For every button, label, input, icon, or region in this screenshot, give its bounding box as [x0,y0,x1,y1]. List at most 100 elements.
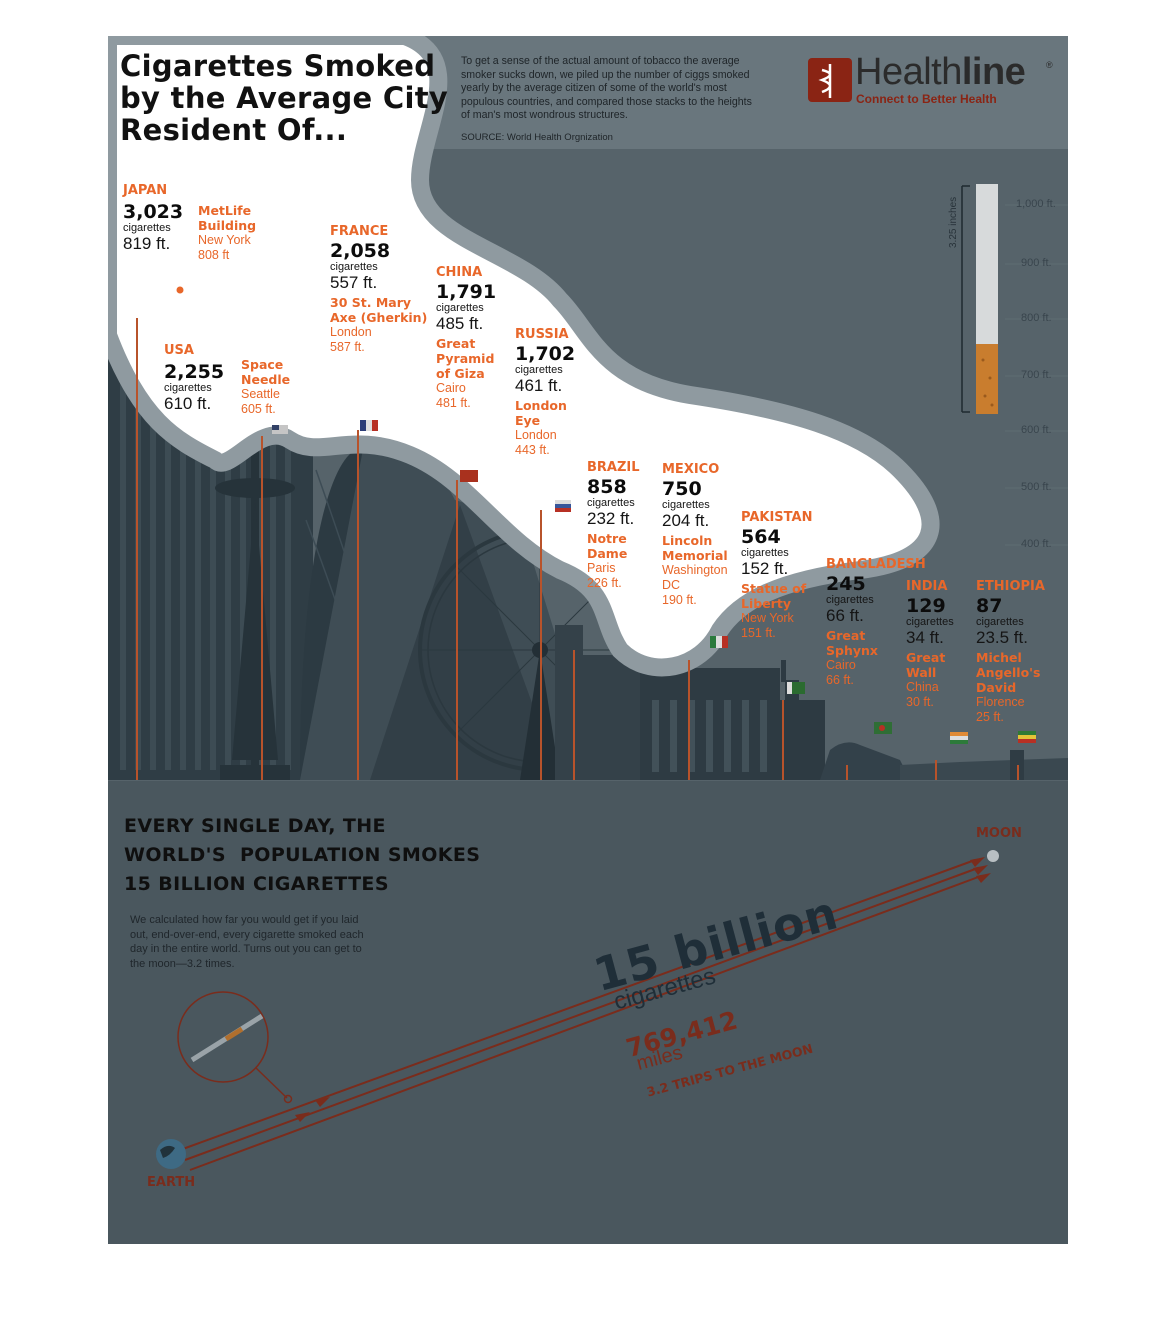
landmark-location: London [515,428,557,442]
cigarette-count: 245 [826,573,866,595]
intro-text: To get a sense of the actual amount of t… [461,55,791,123]
landmark-height: 226 ft. [587,576,622,590]
intro-line: yearly by the average citizen of some of… [461,82,727,94]
landmark-height: 25 ft. [976,710,1004,724]
landmark-name: Statue of [741,581,807,596]
landmark-height: 605 ft. [241,402,276,416]
landmark-name: of Giza [436,366,485,381]
landmark-height: 66 ft. [826,673,854,687]
body-line: out, end-over-end, every cigarette smoke… [130,928,364,941]
stack-height: 557 ft. [330,273,378,292]
registered-mark: ® [1046,60,1053,70]
moon-label: MOON [976,826,1022,841]
great-wall [900,758,1068,780]
intro-line: of man's most wondrous structures. [461,109,628,121]
cigarette-count: 564 [741,526,781,548]
landmark-name: Memorial [662,548,728,563]
country-japan: JAPAN 3,023 cigarettes 819 ft. [123,183,183,254]
healthline-logo[interactable]: Healthline [855,51,1026,93]
sphynx [820,742,910,780]
statue-of-liberty [770,660,825,780]
source-note: SOURCE: World Health Orgnization [461,132,613,143]
healthline-logo-mark [808,58,852,102]
stack-height: 23.5 ft. [976,628,1028,647]
country-china: CHINA 1,791 cigarettes 485 ft. Great Pyr… [436,265,496,411]
cigarette-count: 858 [587,476,627,498]
landmark-name: Axe (Gherkin) [330,310,428,325]
landmark-metlife: MetLife Building New York 808 ft [198,203,256,263]
cigarette-unit: cigarettes [587,497,635,509]
cigarette-count: 3,023 [123,201,184,223]
headline-line: WORLD'S POPULATION SMOKES [124,844,481,866]
landmark-location: Paris [587,561,616,575]
landmark-name: David [976,680,1017,695]
landmark-location: China [906,680,939,694]
country-name: JAPAN [123,183,168,198]
landmark-location: Cairo [826,658,856,672]
landmark-height: 190 ft. [662,593,697,607]
logo-tagline: Connect to Better Health [856,92,997,106]
logo-word-light: Health [855,51,962,93]
cigarette-unit: cigarettes [515,364,563,376]
cigarette-unit: cigarettes [123,222,171,234]
landmark-name: Michel [976,650,1022,665]
country-name: INDIA [906,579,948,594]
landmark-name: Notre [587,531,627,546]
logo-word-bold: line [961,51,1026,93]
landmark-location: London [330,325,372,339]
ruler-tick: 500 ft. [1021,481,1052,493]
landmark-name: Lincoln [662,533,713,548]
body-line: We calculated how far you would get if y… [130,914,359,926]
cigarette-unit: cigarettes [164,382,212,394]
landmark-location: Florence [976,695,1025,709]
country-india: INDIA 129 cigarettes 34 ft. Great Wall C… [906,579,954,710]
stack-height: 485 ft. [436,314,484,333]
country-usa: USA 2,255 cigarettes 610 ft. [164,343,224,414]
landmark-name: Pyramid [436,351,495,366]
country-name: USA [164,343,194,358]
landmark-name: Great [906,650,946,665]
country-name: MEXICO [662,462,720,477]
cigarette-count: 750 [662,478,702,500]
ruler-tick: 1,000 ft. [1016,198,1056,210]
landmark-height: 481 ft. [436,396,471,410]
country-name: PAKISTAN [741,510,813,525]
title-line: by the Average City [120,81,449,115]
stack-height: 232 ft. [587,509,635,528]
space-needle [215,420,295,780]
landmark-name: Liberty [741,596,791,611]
country-pakistan: PAKISTAN 564 cigarettes 152 ft. Statue o… [741,510,812,641]
inches-label: 3.25 inches [948,196,959,248]
country-name: BANGLADESH [826,557,926,572]
landmark-name: Building [198,218,257,233]
landmark-name: Great [436,336,476,351]
landmark-name: Dame [587,546,628,561]
landmark-name: Great [826,628,866,643]
daily-body-text: We calculated how far you would get if y… [130,913,400,971]
landmark-name: London [515,398,567,413]
landmark-height: 151 ft. [741,626,776,640]
intro-line: To get a sense of the actual amount of t… [461,55,740,67]
intro-line: smoker sucks down, we piled up the numbe… [461,68,750,81]
landmark-height: 587 ft. [330,340,365,354]
cigarette-scale [961,184,998,414]
landmark-name: Angello's [976,665,1041,680]
ruler-tick: 400 ft. [1021,538,1052,550]
country-name: CHINA [436,265,483,280]
landmark-location: Cairo [436,381,466,395]
landmark-location: Seattle [241,387,280,401]
earth-moon-trajectory [179,859,982,1171]
magnifier-circle [177,991,293,1104]
landmark-name: MetLife [198,203,252,218]
country-name: FRANCE [330,224,389,239]
headline-line: 15 BILLION CIGARETTES [124,873,389,895]
cigarette-unit: cigarettes [906,616,954,628]
landmark-location: New York [198,233,251,247]
stack-height: 819 ft. [123,234,171,253]
landmark-location: Washington [662,563,728,577]
landmark-name: Needle [241,372,291,387]
stack-height: 152 ft. [741,559,789,578]
lincoln-memorial [640,668,780,780]
